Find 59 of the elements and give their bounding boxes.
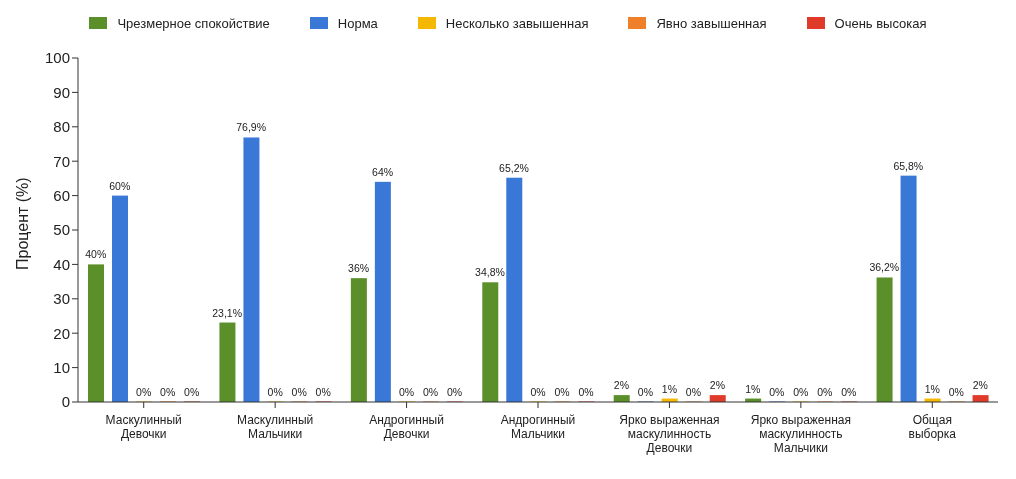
data-label: 65,2% [499, 161, 529, 174]
y-tick-label: 20 [53, 324, 70, 342]
data-label: 0% [637, 386, 654, 398]
legend-label: Очень высокая [833, 15, 927, 31]
data-label: 0% [841, 386, 857, 398]
data-label: 0% [793, 386, 809, 398]
data-label: 0% [685, 386, 702, 398]
legend-label: Несколько завышенная [444, 15, 589, 31]
data-label: 65,8% [893, 159, 924, 172]
data-label: 76,9% [236, 121, 267, 134]
y-tick-label: 40 [53, 255, 70, 273]
data-label: 60% [109, 179, 131, 192]
data-label: 0% [160, 386, 176, 398]
data-label: 64% [372, 165, 394, 178]
y-tick-label: 50 [53, 221, 70, 239]
data-label: 0% [530, 386, 546, 398]
x-tick-label: Андрогинный Девочки [369, 413, 444, 441]
data-label: 2% [972, 379, 988, 392]
x-tick-label: Ярко выраженная маскулинность Мальчики [750, 413, 851, 455]
data-label: 0% [291, 386, 307, 398]
data-label: 0% [422, 386, 439, 398]
data-label: 2% [613, 379, 630, 392]
legend-label: Чрезмерное спокойствие [116, 15, 270, 31]
data-label: 0% [578, 386, 594, 398]
data-label: 36% [348, 262, 370, 275]
legend-label: Явно завышенная [655, 15, 767, 31]
y-tick-label: 90 [53, 83, 70, 101]
y-tick-label: 80 [53, 118, 70, 136]
x-tick-label: Общая выборка [908, 413, 957, 441]
data-label: 0% [184, 386, 200, 398]
data-label: 23,1% [212, 306, 243, 319]
data-label: 1% [661, 382, 678, 395]
data-label: 2% [709, 379, 726, 392]
data-label: 0% [817, 386, 833, 398]
y-tick-label: 70 [53, 152, 70, 170]
data-label: 0% [446, 386, 463, 398]
data-label: 1% [745, 382, 761, 395]
x-tick-label: Маскулинный Мальчики [237, 413, 314, 441]
data-label: 0% [948, 386, 964, 398]
legend-label: Норма [336, 15, 378, 31]
data-label: 36,2% [869, 261, 900, 274]
x-tick-label: Маскулинный Девочки [105, 413, 182, 441]
data-label: 0% [769, 386, 785, 398]
y-tick-label: 10 [53, 358, 70, 376]
data-label: 0% [398, 386, 415, 398]
y-tick-label: 60 [53, 186, 70, 204]
data-label: 0% [554, 386, 570, 398]
data-label: 40% [85, 248, 107, 261]
data-label: 0% [315, 386, 331, 398]
y-tick-label: 100 [44, 49, 70, 67]
x-tick-label: Андрогинный Мальчики [500, 413, 576, 441]
y-tick-label: 0 [61, 393, 70, 411]
y-axis-title: Процент (%) [13, 177, 31, 270]
data-label: 0% [267, 386, 283, 398]
data-label: 1% [924, 382, 940, 395]
x-tick-label: Ярко выраженная маскулинность Девочки [619, 413, 720, 455]
data-label: 0% [136, 386, 152, 398]
y-tick-label: 30 [53, 290, 70, 308]
data-label: 34,8% [475, 266, 505, 279]
